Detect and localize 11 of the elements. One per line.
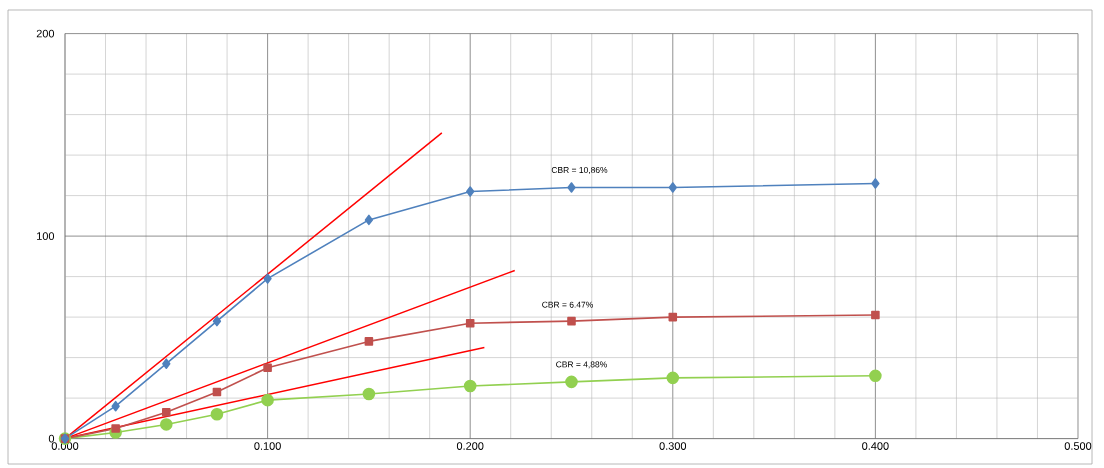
x-tick-label: 0.500 xyxy=(1064,442,1092,450)
annotation: CBR = 10,86% xyxy=(551,167,608,175)
x-tick-label: 0.100 xyxy=(254,442,281,450)
x-tick-label: 0.200 xyxy=(456,442,484,450)
y-tick-label: 200 xyxy=(36,29,55,38)
x-tick-label: 0.300 xyxy=(659,442,687,450)
annotation: CBR = 4,88% xyxy=(556,361,607,369)
y-tick-label: 0 xyxy=(48,434,55,443)
x-tick-label: 0.400 xyxy=(862,442,889,450)
y-tick-label: 100 xyxy=(37,232,55,240)
annotation: CBR = 6.47% xyxy=(542,301,593,308)
